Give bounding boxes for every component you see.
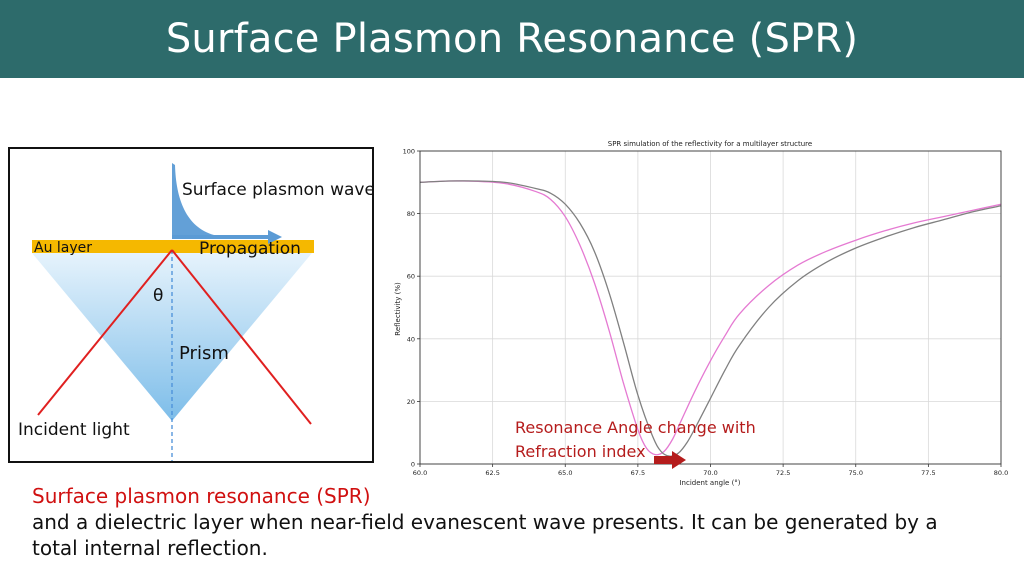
spr-diagram-svg: Surface plasmon wave Au layer Propagatio… [18, 163, 375, 467]
slide-title: Surface Plasmon Resonance (SPR) [165, 16, 859, 62]
x-tick-label: 80.0 [994, 469, 1008, 477]
x-tick-label: 75.0 [849, 469, 863, 477]
x-tick-label: 70.0 [703, 469, 717, 477]
propagation-label: Propagation [199, 239, 301, 259]
y-tick-label: 20 [407, 398, 415, 406]
plot-frame [419, 150, 1002, 465]
reflectivity-series-1 [419, 180, 1002, 456]
caption-line-2: and a dielectric layer when near-field e… [32, 510, 938, 534]
x-axis-label: Incident angle (°) [679, 479, 740, 487]
shift-arrow-head [672, 451, 686, 469]
x-tick-label: 60.0 [413, 469, 427, 477]
shift-arrow [654, 451, 686, 469]
caption-line-3: total internal reflection. [32, 536, 268, 560]
incident-ray [37, 249, 173, 416]
reflectivity-chart-svg: SPR simulation of the reflectivity for a… [394, 140, 1008, 487]
x-tick-label: 62.5 [485, 469, 499, 477]
y-tick-label: 80 [407, 210, 415, 218]
y-tick-label: 0 [411, 461, 415, 469]
surface-plasmon-wave-label: Surface plasmon wave [182, 180, 372, 200]
au-layer [32, 240, 314, 253]
shift-arrow-shaft [654, 456, 674, 464]
annotation-line-2: Refraction index [515, 442, 646, 461]
y-axis-label: Reflectivity (%) [394, 282, 402, 336]
chart-title: SPR simulation of the reflectivity for a… [608, 140, 812, 148]
reflectivity-chart: SPR simulation of the reflectivity for a… [380, 129, 1016, 493]
au-layer-label: Au layer [34, 240, 92, 256]
prism-label: Prism [179, 343, 229, 364]
propagation-arrow-head [268, 230, 282, 244]
x-tick-label: 72.5 [776, 469, 790, 477]
caption-line-1: Surface plasmon resonance (SPR) [32, 483, 1012, 509]
caption-highlight: Surface plasmon resonance (SPR) [32, 484, 371, 508]
surface-plasmon-wave-shape [172, 163, 214, 237]
caption-text: Surface plasmon resonance (SPR) and a di… [32, 483, 1012, 561]
spr-diagram: Surface plasmon wave Au layer Propagatio… [8, 147, 375, 467]
annotation-line-1: Resonance Angle change with [515, 418, 756, 437]
resonance-annotation: Resonance Angle change with Refraction i… [515, 416, 756, 464]
slide-title-bar: Surface Plasmon Resonance (SPR) [0, 0, 1024, 78]
y-tick-label: 40 [407, 335, 415, 343]
theta-label: θ [153, 286, 163, 306]
incident-light-label: Incident light [18, 420, 130, 440]
x-tick-label: 65.0 [558, 469, 572, 477]
y-tick-label: 60 [407, 273, 415, 281]
x-tick-label: 77.5 [921, 469, 935, 477]
x-tick-label: 67.5 [631, 469, 645, 477]
y-tick-label: 100 [403, 148, 415, 156]
reflected-ray [171, 249, 312, 425]
